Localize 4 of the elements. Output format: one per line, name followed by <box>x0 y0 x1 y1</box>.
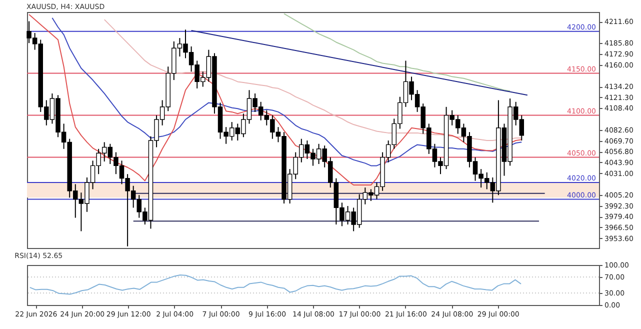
line-series <box>29 274 522 295</box>
line-series <box>284 13 511 92</box>
line-series <box>52 17 522 166</box>
line-series <box>28 14 522 186</box>
